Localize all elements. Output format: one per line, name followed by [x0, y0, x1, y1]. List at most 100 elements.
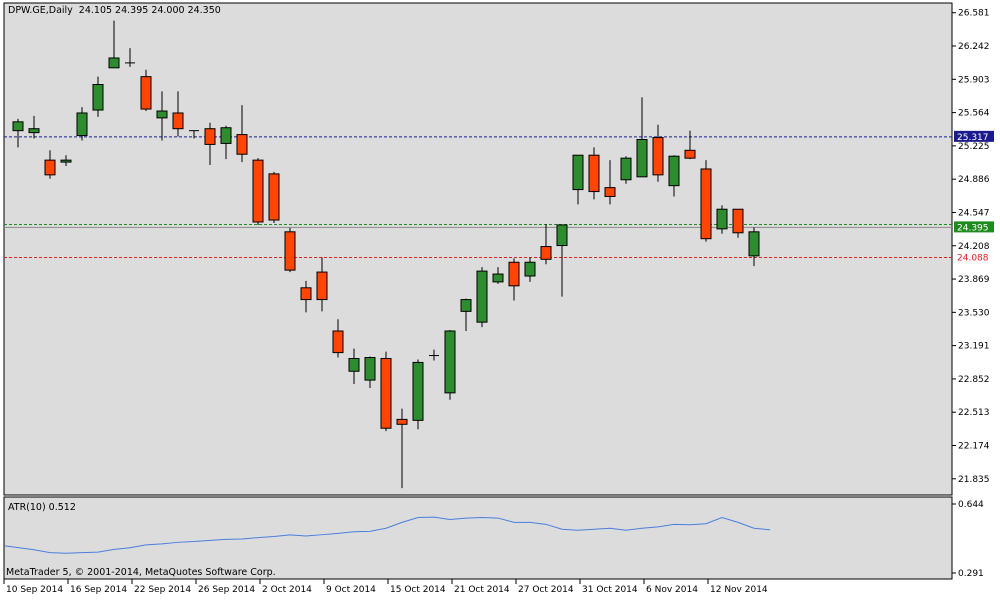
candle-body — [364, 357, 376, 381]
y-tick-label: 21.835 — [958, 475, 990, 485]
candle-3 — [60, 155, 72, 167]
candle-body — [92, 84, 104, 111]
y-tick-label: 22.174 — [958, 442, 990, 452]
y-tick-label: 26.242 — [958, 42, 990, 52]
candle-1 — [28, 115, 40, 139]
candle-body — [236, 134, 248, 155]
blue-level-badge: 25.317 — [957, 133, 989, 143]
candle-body — [204, 128, 216, 145]
candle-body — [444, 330, 456, 394]
candle-13 — [220, 125, 232, 160]
candle-body — [460, 299, 472, 312]
atr-series-line — [4, 516, 771, 554]
x-tick-label: 12 Nov 2014 — [710, 585, 768, 595]
candle-body — [396, 418, 408, 425]
candle-12 — [204, 122, 216, 166]
y-tick-label: 23.869 — [958, 275, 990, 285]
candle-body — [412, 361, 424, 421]
red-level-badge-bg — [954, 251, 994, 263]
candle-34 — [556, 224, 568, 297]
copyright-text: MetaTrader 5, © 2001-2014, MetaQuotes So… — [6, 567, 276, 578]
y-tick-label: 25.225 — [958, 142, 990, 152]
candle-body — [252, 159, 264, 223]
candle-body — [108, 57, 120, 69]
candle-14 — [236, 105, 248, 163]
candle-46 — [748, 227, 760, 267]
candle-body — [572, 154, 584, 191]
candle-body — [492, 273, 504, 283]
candle-body — [220, 127, 232, 144]
candle-body — [604, 187, 616, 197]
candle-16 — [268, 171, 280, 223]
candle-body — [636, 139, 648, 178]
y-tick-label: 23.530 — [958, 308, 990, 318]
candle-body — [668, 155, 680, 187]
candle-body — [700, 168, 712, 240]
x-tick-label: 10 Sep 2014 — [6, 585, 63, 595]
candle-body — [588, 154, 600, 193]
y-tick-label: 22.513 — [958, 408, 990, 418]
candle-body — [12, 121, 24, 132]
candle-body — [44, 159, 56, 176]
candle-27 — [444, 330, 456, 400]
candle-body — [732, 208, 744, 234]
candle-33 — [540, 223, 552, 265]
candle-body — [76, 112, 88, 137]
candle-body — [332, 330, 344, 354]
current-price-badge: 24.395 — [957, 223, 989, 233]
candle-23 — [380, 351, 392, 432]
candle-body — [540, 246, 552, 260]
plot-area-atr — [3, 496, 953, 580]
candle-body — [380, 357, 392, 429]
candle-45 — [732, 208, 744, 238]
candle-body — [28, 128, 40, 134]
candle-18 — [300, 280, 312, 313]
candle-body — [652, 137, 664, 176]
candle-29 — [476, 267, 488, 328]
candle-21 — [348, 348, 360, 385]
candle-40 — [652, 124, 664, 182]
candle-body — [524, 261, 536, 277]
candle-body — [284, 231, 296, 271]
candle-2 — [44, 150, 56, 179]
candle-39 — [636, 97, 648, 178]
candle-body — [716, 208, 728, 230]
y-tick-label: 23.191 — [958, 342, 990, 352]
candle-26 — [429, 349, 439, 361]
candle-body — [748, 231, 760, 257]
candle-24 — [396, 408, 408, 489]
candle-41 — [668, 155, 680, 197]
candle-31 — [508, 258, 520, 301]
candle-body — [300, 287, 312, 301]
y-tick-label: 24.886 — [958, 175, 990, 185]
symbol-ohlc-label: DPW.GE,Daily 24.105 24.395 24.000 24.350 — [8, 5, 221, 16]
current-price-badge-bg — [954, 221, 994, 233]
candle-19 — [316, 257, 328, 312]
candle-32 — [524, 257, 536, 282]
candle-25 — [412, 359, 424, 430]
x-tick-label: 9 Oct 2014 — [326, 585, 376, 595]
y-tick-label: 26.581 — [958, 9, 990, 19]
x-tick-label: 16 Sep 2014 — [70, 585, 127, 595]
y-tick-label: 25.564 — [958, 109, 990, 119]
candle-38 — [620, 156, 632, 184]
atr-label: ATR(10) 0.512 — [8, 502, 76, 513]
candle-43 — [700, 160, 712, 242]
x-tick-label: 31 Oct 2014 — [582, 585, 638, 595]
x-tick-label: 6 Nov 2014 — [646, 585, 698, 595]
candle-body — [684, 149, 696, 159]
atr-y-tick-label: 0.644 — [958, 500, 984, 510]
candle-body — [348, 357, 360, 372]
candle-6 — [108, 20, 120, 69]
candle-22 — [364, 356, 376, 388]
candle-body — [172, 112, 184, 130]
candle-body — [620, 157, 632, 181]
x-tick-label: 27 Oct 2014 — [518, 585, 574, 595]
candle-body — [140, 76, 152, 110]
candle-8 — [140, 69, 152, 112]
candle-20 — [332, 319, 344, 358]
candle-11 — [189, 130, 199, 139]
candle-7 — [125, 48, 135, 67]
candle-body — [268, 173, 280, 221]
candle-35 — [572, 154, 584, 205]
